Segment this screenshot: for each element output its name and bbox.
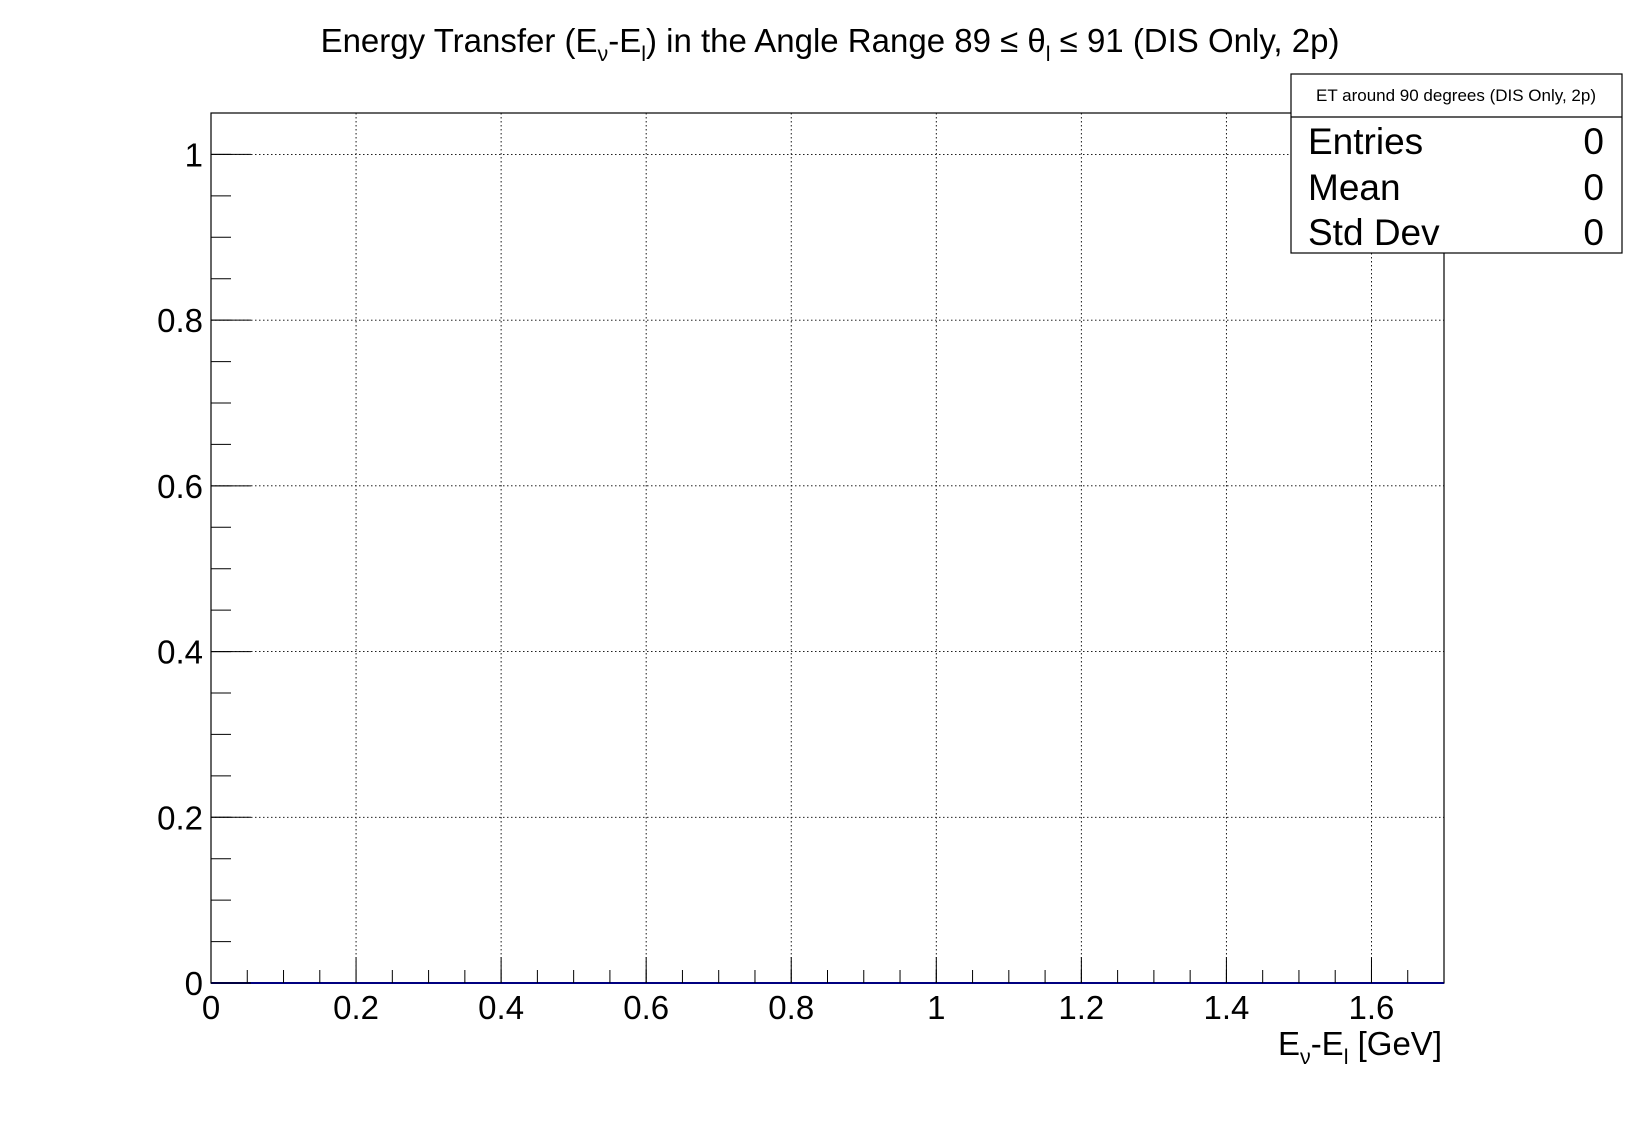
subscript-text: l [641, 42, 646, 66]
stats-mean-value: 0 [1583, 167, 1604, 208]
y-tick-label: 1 [185, 136, 203, 173]
grid-lines [211, 113, 1444, 983]
y-tick-label: 0.2 [157, 799, 203, 836]
subscript-text: l [1344, 1045, 1349, 1069]
stats-box: ET around 90 degrees (DIS Only, 2p) Entr… [1290, 73, 1623, 254]
x-tick-label: 0 [202, 989, 220, 1026]
label-text: [GeV] [1348, 1025, 1442, 1062]
stats-mean-label: Mean [1308, 167, 1401, 208]
x-tick-label: 1 [927, 989, 945, 1026]
y-tick-label: 0.4 [157, 634, 203, 671]
x-tick-label: 1.2 [1058, 989, 1104, 1026]
y-tick-label: 0 [185, 965, 203, 1002]
stats-stddev-value: 0 [1583, 212, 1604, 253]
stats-entries-value: 0 [1583, 121, 1604, 162]
label-text: E [1278, 1025, 1300, 1062]
label-text: Energy Transfer (E [321, 22, 598, 59]
x-tick-label: 0.2 [333, 989, 379, 1026]
y-axis: 0 0.2 0.4 0.6 0.8 1 [157, 112, 251, 1002]
x-tick-label: 1.6 [1349, 989, 1395, 1026]
x-tick-label: 0.8 [768, 989, 814, 1026]
subscript-text: l [1046, 42, 1051, 66]
stats-box-title: ET around 90 degrees (DIS Only, 2p) [1316, 86, 1596, 105]
label-text: -E [1311, 1025, 1344, 1062]
label-text: ) in the Angle Range 89 ≤ θ [646, 22, 1046, 59]
x-axis-label: Eν-El [GeV] [1278, 1025, 1442, 1069]
y-tick-label: 0.6 [157, 468, 203, 505]
x-tick-label: 1.4 [1203, 989, 1249, 1026]
chart-title: Energy Transfer (Eν-El) in the Angle Ran… [321, 22, 1340, 66]
stats-stddev-label: Std Dev [1308, 212, 1440, 253]
subscript-text: ν [1300, 1045, 1311, 1069]
stats-box-border [1290, 73, 1623, 254]
y-tick-label: 0.8 [157, 302, 203, 339]
label-text: ≤ 91 (DIS Only, 2p) [1051, 22, 1340, 59]
x-tick-label: 0.6 [623, 989, 669, 1026]
subscript-text: ν [598, 42, 609, 66]
x-tick-label: 0.4 [478, 989, 524, 1026]
stats-entries-label: Entries [1308, 121, 1423, 162]
x-axis: 0 0.2 0.4 0.6 0.8 1 1.2 1.4 1.6 [202, 957, 1445, 1026]
label-text: -E [608, 22, 641, 59]
